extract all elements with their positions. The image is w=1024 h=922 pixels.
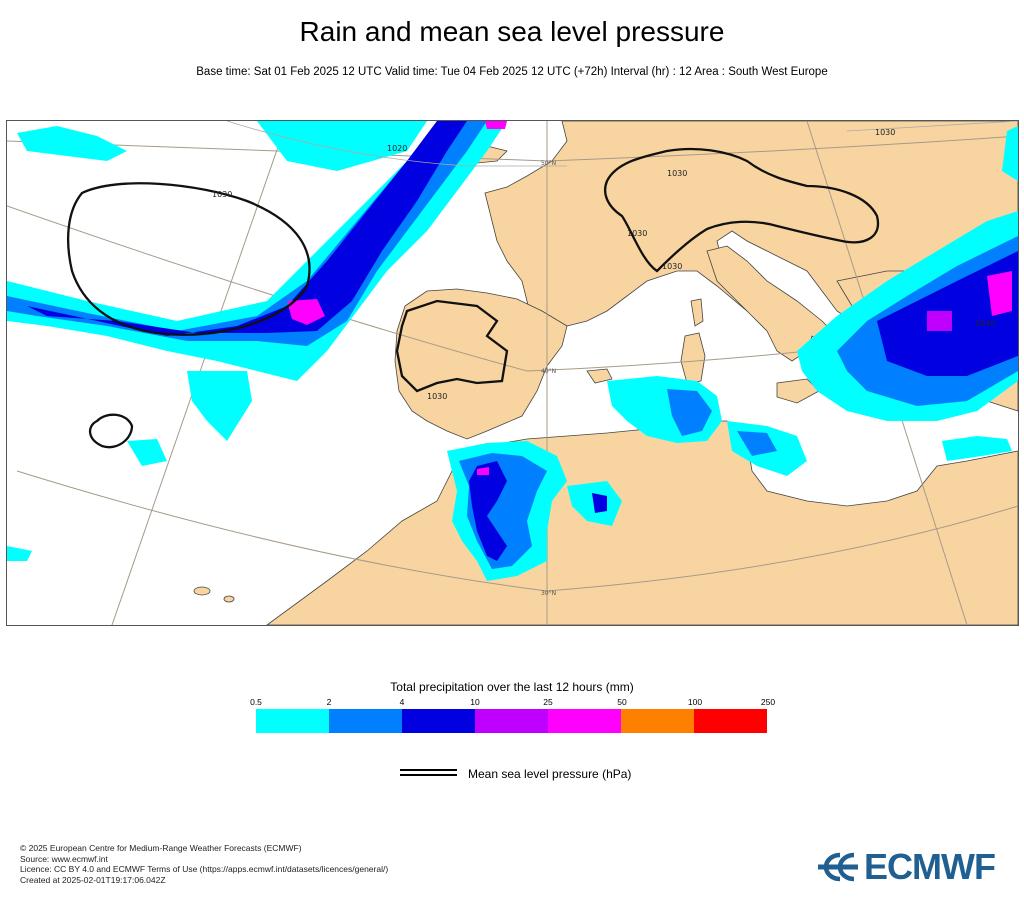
mslp-legend-label: Mean sea level pressure (hPa) [468, 767, 632, 781]
legend-swatch [621, 709, 694, 733]
land-iberia [394, 288, 568, 440]
isobar-label: 1030 [662, 262, 682, 271]
isobar-label: 1030 [212, 190, 232, 199]
footer-licence: Licence: CC BY 4.0 and ECMWF Terms of Us… [20, 864, 389, 874]
land-sicily [776, 378, 820, 404]
legend-swatch [694, 709, 767, 733]
legend-tick: 4 [399, 697, 405, 707]
legend-color-bar [256, 709, 767, 733]
legend-tick: 250 [760, 697, 776, 707]
land-corsica [690, 298, 704, 327]
mslp-legend-line [400, 769, 457, 776]
land-north-africa [266, 420, 1018, 625]
footer: © 2025 European Centre for Medium-Range … [20, 843, 388, 885]
footer-created: Created at 2025-02-01T19:17:06.042Z [20, 874, 166, 885]
legend-ticks: 0.5 2 4 10 25 50 100 250 [250, 697, 775, 709]
ecmwf-logo-text: ECMWF [864, 846, 996, 887]
lat-labels: 50°N 40°N 30°N [541, 160, 556, 597]
legend-tick: 0.5 [250, 697, 262, 707]
isobar-label: 1030 [875, 128, 895, 137]
lat-label: 30°N [541, 590, 556, 597]
ecmwf-logo[interactable]: ECMWF [814, 846, 996, 888]
isobars [67, 147, 880, 449]
isobar-label: 1030 [427, 392, 447, 401]
precipitation-bands [7, 121, 1018, 581]
legend-swatch [402, 709, 475, 733]
lat-label: 40°N [541, 368, 556, 375]
isobar-labels: 1020 1030 1030 1030 1030 1030 1030 1030 [212, 128, 995, 401]
legend-title: Total precipitation over the last 12 hou… [390, 680, 634, 694]
weather-map[interactable]: 1020 1030 1030 1030 1030 1030 1030 1030 … [6, 120, 1019, 626]
legend-tick: 10 [470, 697, 480, 707]
footer-source: Source: www.ecmwf.int [20, 853, 108, 864]
map-canvas: 1020 1030 1030 1030 1030 1030 1030 1030 … [7, 121, 1018, 625]
legend-tick: 50 [617, 697, 627, 707]
lat-label: 50°N [541, 160, 556, 167]
legend-swatch [256, 709, 329, 733]
legend-swatch [329, 709, 402, 733]
legend-swatch [548, 709, 621, 733]
chart-title: Rain and mean sea level pressure [299, 16, 725, 47]
isobar-label: 1030 [975, 319, 995, 328]
legend-swatch [475, 709, 548, 733]
isobar-label: 1030 [627, 229, 647, 238]
legend-tick: 100 [687, 697, 703, 707]
legend-tick: 2 [326, 697, 332, 707]
isobar-label: 1020 [387, 144, 407, 153]
ecmwf-logo-icon [818, 852, 858, 882]
isobar-label: 1030 [667, 169, 687, 178]
chart-subtitle: Base time: Sat 01 Feb 2025 12 UTC Valid … [196, 66, 828, 78]
land-balearics [586, 368, 613, 384]
land-italy [706, 245, 838, 362]
legend-tick: 25 [543, 697, 553, 707]
footer-copyright: © 2025 European Centre for Medium-Range … [20, 843, 302, 853]
land-sardinia [680, 332, 706, 384]
graticule [7, 121, 1018, 625]
isobar-thin [226, 121, 1018, 167]
